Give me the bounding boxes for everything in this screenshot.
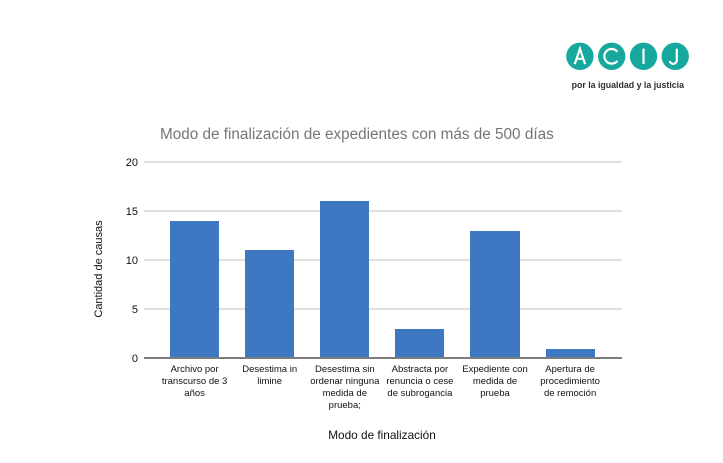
svg-text:por la igualdad y la justicia: por la igualdad y la justicia — [572, 80, 685, 90]
